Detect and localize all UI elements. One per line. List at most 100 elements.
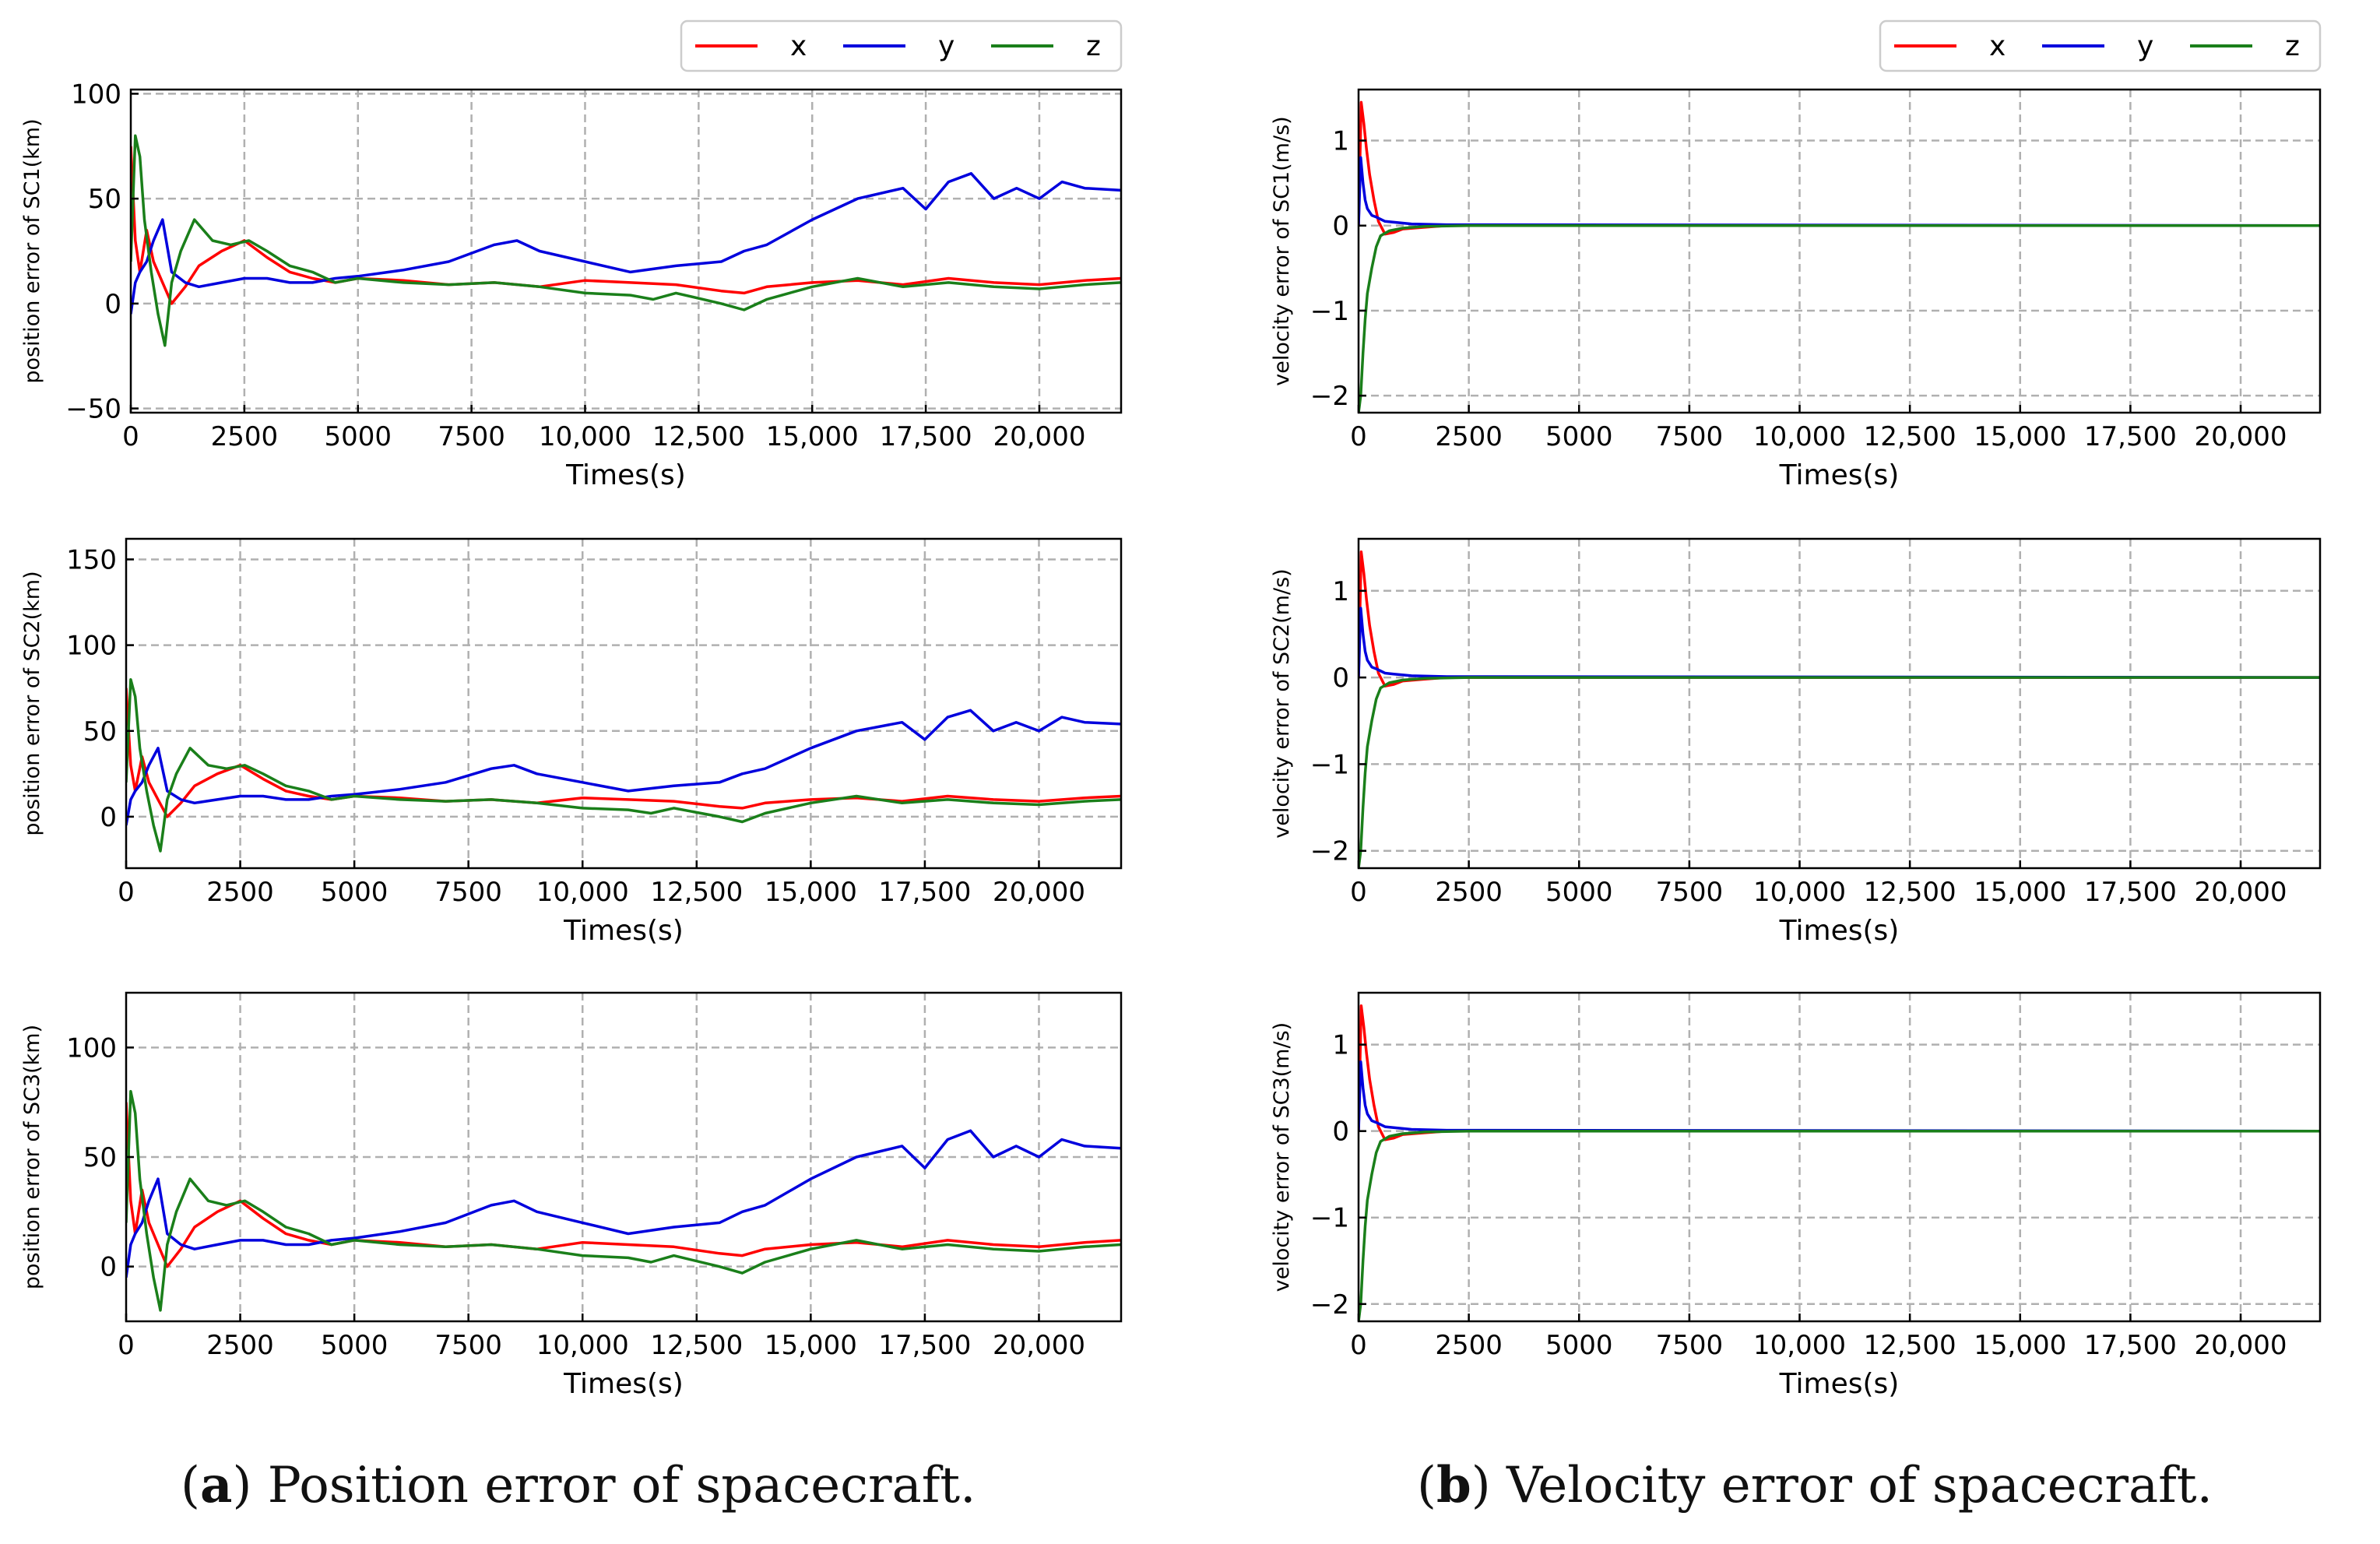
x-tick-label: 7500 (438, 421, 505, 452)
legend: x y z (680, 19, 1123, 72)
x-tick-label: 17,500 (880, 421, 972, 452)
x-tick-label: 20,000 (993, 421, 1085, 452)
series-line-y (131, 172, 1121, 315)
series-line-z (131, 134, 1121, 347)
x-tick-label: 5000 (1545, 1330, 1613, 1361)
series-line-y (126, 1129, 1121, 1278)
legend-label-y: y (2137, 30, 2153, 62)
series-line-x (1359, 550, 2320, 688)
caption-b: (b) Velocity error of spacecraft. (1417, 1456, 2213, 1514)
legend-label-z: z (1086, 30, 1101, 62)
x-tick-label: 7500 (1656, 877, 1724, 908)
x-tick-label: 17,500 (878, 1330, 971, 1361)
x-tick-label: 7500 (1656, 421, 1724, 452)
y-axis-label: position error of SC3(km) (20, 1025, 44, 1289)
series-line-x (1359, 100, 2320, 236)
y-tick-label: 0 (1332, 211, 1349, 242)
plot-frame (1357, 88, 2322, 414)
x-tick-label: 10,000 (1753, 421, 1846, 452)
x-tick-label: 5000 (1545, 877, 1613, 908)
x-tick-label: 0 (1350, 877, 1367, 908)
legend-label-z: z (2285, 30, 2300, 62)
y-tick-label: 50 (88, 184, 121, 215)
plot-frame (125, 537, 1123, 870)
x-tick-label: 15,000 (1974, 877, 2066, 908)
y-tick-label: −2 (1310, 836, 1349, 867)
x-tick-label: 10,000 (536, 1330, 629, 1361)
plot-frame (125, 991, 1123, 1323)
y-tick-label: 150 (66, 544, 117, 575)
x-tick-label: 15,000 (1974, 1330, 2066, 1361)
x-tick-label: 2500 (206, 1330, 274, 1361)
x-tick-label: 10,000 (539, 421, 631, 452)
plot-frame (1357, 991, 2322, 1323)
legend-label-x: x (1989, 30, 2006, 62)
chart-panel-a2: 0 2500 5000 7500 10,000 12,500 15,000 17,500 20,… (20, 537, 1123, 947)
x-tick-label: 12,500 (1864, 421, 1956, 452)
series-line-x (1359, 1004, 2320, 1141)
x-axis-label: Times(s) (563, 1368, 684, 1400)
x-tick-label: 17,500 (2084, 421, 2177, 452)
x-tick-label: 2500 (1435, 1330, 1503, 1361)
x-tick-label: 15,000 (765, 1330, 857, 1361)
y-axis-label: velocity error of SC3(m/s) (1270, 1022, 1294, 1292)
y-tick-label: 0 (1332, 1117, 1349, 1148)
caption-b-label: b (1436, 1456, 1471, 1514)
legend-label-y: y (938, 30, 954, 62)
x-tick-label: 5000 (1545, 421, 1613, 452)
y-axis-label: velocity error of SC1(m/s) (1270, 116, 1294, 385)
chart-panel-a3: 0 2500 5000 7500 10,000 12,500 15,000 17,500 20,… (20, 991, 1123, 1400)
series-line-z (1359, 676, 2320, 868)
x-tick-label: 12,500 (650, 877, 743, 908)
chart-panel-b1: 0 2500 5000 7500 10,000 12,500 15,000 17,500 20,… (1270, 19, 2322, 491)
x-tick-label: 10,000 (1753, 1330, 1846, 1361)
x-tick-label: 0 (118, 1330, 135, 1361)
chart-panel-b3: 0 2500 5000 7500 10,000 12,500 15,000 17,500 20,… (1270, 991, 2322, 1400)
x-tick-label: 2500 (1435, 421, 1503, 452)
y-tick-label: 1 (1332, 576, 1349, 607)
x-axis-label: Times(s) (1779, 459, 1900, 491)
y-tick-label: 0 (100, 802, 117, 833)
x-tick-label: 0 (1350, 421, 1367, 452)
caption-b-text: Velocity error of spacecraft. (1506, 1457, 2213, 1514)
legend: x y z (1879, 19, 2322, 72)
x-tick-label: 5000 (321, 1330, 388, 1361)
x-axis-label: Times(s) (1779, 1368, 1900, 1400)
y-tick-label: 0 (100, 1252, 117, 1283)
plot-frame (129, 88, 1123, 414)
x-tick-label: 17,500 (2084, 1330, 2177, 1361)
x-tick-label: 2500 (1435, 877, 1503, 908)
x-tick-label: 5000 (321, 877, 388, 908)
x-tick-label: 0 (118, 877, 135, 908)
y-axis-label: position error of SC2(km) (20, 571, 44, 835)
series-line-y (1359, 607, 2320, 679)
x-tick-label: 15,000 (1974, 421, 2066, 452)
y-tick-label: 0 (104, 289, 121, 320)
series-line-y (1359, 156, 2320, 227)
y-tick-label: 0 (1332, 663, 1349, 694)
x-tick-label: 20,000 (993, 1330, 1085, 1361)
legend-label-x: x (790, 30, 807, 62)
y-axis-label: velocity error of SC2(m/s) (1270, 568, 1294, 838)
y-tick-label: −1 (1310, 1203, 1349, 1234)
x-axis-label: Times(s) (563, 915, 684, 947)
x-tick-label: 20,000 (2195, 877, 2287, 908)
y-tick-label: 100 (66, 631, 117, 662)
x-axis-label: Times(s) (1779, 915, 1900, 947)
x-axis-label: Times(s) (565, 459, 686, 491)
x-tick-label: 12,500 (652, 421, 745, 452)
y-tick-label: 100 (71, 79, 121, 110)
caption-a-label: a (199, 1456, 233, 1514)
x-tick-label: 2500 (211, 421, 279, 452)
x-tick-label: 0 (1350, 1330, 1367, 1361)
chart-panel-a1: 0 2500 5000 7500 10,000 12,500 15,000 17,500 20,… (20, 19, 1123, 491)
y-tick-label: 50 (83, 1142, 117, 1173)
y-tick-label: 1 (1332, 1030, 1349, 1061)
x-tick-label: 17,500 (878, 877, 971, 908)
x-tick-label: 7500 (1656, 1330, 1724, 1361)
x-tick-label: 2500 (206, 877, 274, 908)
x-tick-label: 10,000 (536, 877, 629, 908)
x-tick-label: 0 (122, 421, 139, 452)
series-line-z (1359, 1129, 2320, 1321)
x-tick-label: 12,500 (1864, 877, 1956, 908)
